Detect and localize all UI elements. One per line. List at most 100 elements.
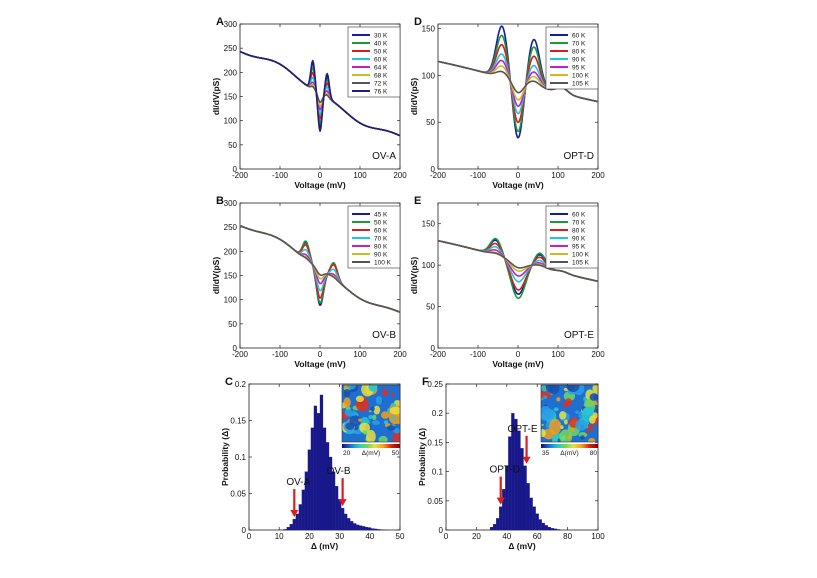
legend-label: 105 K: [572, 80, 590, 87]
inset-blob: [575, 410, 580, 414]
series-line: [239, 224, 401, 313]
hist-bar: [365, 526, 369, 531]
hist-bar: [556, 529, 561, 531]
x-tick-label: 20: [305, 532, 314, 541]
inset-blob: [352, 430, 358, 434]
y-tick-label: 50: [426, 118, 435, 127]
hist-bar: [508, 436, 512, 531]
x-tick-label: 10: [275, 532, 284, 541]
y-tick-label: 100: [422, 261, 436, 270]
inset-blob: [359, 422, 371, 433]
y-tick-label: 150: [422, 25, 436, 34]
legend-label: 50 K: [374, 48, 388, 55]
hist-bar: [496, 518, 500, 531]
inset-blob: [560, 425, 564, 429]
hist-bar: [374, 528, 378, 531]
panel-d: -200 -100 0 100 200 0 50 100 150 Voltage (mV) dI/d…: [409, 16, 605, 190]
hist-bar: [350, 521, 354, 531]
x-axis-label: Voltage (mV): [492, 359, 543, 369]
hist-bar: [538, 519, 542, 531]
y-tick-label: 100: [224, 296, 238, 305]
inset-blob: [382, 388, 388, 397]
x-axis-label: Voltage (mV): [294, 180, 345, 190]
inset-blob: [570, 427, 575, 432]
inset-blob: [372, 420, 380, 426]
colorbar: [541, 444, 598, 448]
panel-letter: D: [414, 16, 422, 28]
inset-blob: [553, 407, 559, 412]
inset-blob: [541, 423, 544, 426]
panel-letter: F: [422, 376, 429, 388]
arrow-head: [496, 497, 505, 505]
y-tick-label: 150: [422, 220, 436, 229]
y-tick-label: 0.25: [427, 380, 443, 389]
inset-blob: [541, 406, 552, 421]
x-tick-label: -200: [430, 350, 447, 359]
inset-blob: [556, 397, 561, 402]
hist-bar: [377, 529, 381, 531]
x-tick-label: 0: [318, 350, 323, 359]
inset-blob: [383, 420, 389, 425]
legend-label: 60 K: [572, 211, 586, 218]
x-axis-label: Δ (mV): [508, 541, 536, 551]
legend-label: 100 K: [572, 72, 590, 79]
colorbar-max-label: 50: [392, 450, 400, 457]
hist-bar: [359, 525, 363, 531]
hist-bar: [368, 527, 372, 531]
x-axis-label: Voltage (mV): [492, 180, 543, 190]
hist-bar: [529, 497, 533, 531]
hist-bar: [371, 528, 375, 531]
inset-blob: [386, 425, 396, 431]
x-tick-label: -100: [470, 350, 487, 359]
y-tick-label: 0.1: [235, 453, 247, 462]
y-tick-label: 0: [233, 165, 238, 174]
inset-blob: [355, 395, 365, 403]
x-tick-label: 200: [591, 350, 605, 359]
inset-blob: [389, 406, 400, 415]
arrow-head: [338, 499, 347, 507]
arrow-head: [522, 456, 531, 464]
y-tick-label: 0.05: [427, 497, 443, 506]
y-tick-label: 0.15: [427, 438, 443, 447]
hist-bar: [502, 489, 506, 531]
x-tick-label: 0: [318, 171, 323, 180]
x-tick-label: -200: [232, 171, 249, 180]
inset-blob: [549, 418, 562, 435]
inset-frame: [341, 384, 401, 443]
inset-blob: [575, 419, 588, 431]
legend-label: 76 K: [374, 88, 388, 95]
inset-blob: [592, 412, 598, 419]
inset-blob: [390, 402, 397, 407]
y-tick-label: 0: [431, 344, 436, 353]
inset-blob: [567, 434, 572, 440]
colorbar-min-label: 35: [542, 450, 550, 457]
sample-label: OPT-D: [563, 151, 594, 162]
legend-label: 70 K: [572, 219, 586, 226]
inset-blob: [589, 393, 598, 401]
legend-label: 70 K: [572, 40, 586, 47]
panel-letter: C: [225, 376, 233, 388]
hist-bar: [550, 528, 555, 531]
hist-bar: [541, 522, 545, 531]
colorbar: [342, 444, 400, 448]
y-axis-label: Probability (Δ): [417, 428, 427, 486]
inset-blob: [545, 385, 556, 393]
y-tick-label: 0: [431, 165, 436, 174]
arrow-label: OPT-D: [489, 465, 520, 476]
inset-blob: [564, 419, 568, 425]
hist-bar: [520, 448, 524, 531]
inset-blob: [586, 424, 594, 432]
x-tick-label: 100: [353, 171, 367, 180]
y-tick-label: 50: [426, 303, 435, 312]
series-line: [437, 60, 599, 103]
hist-bar: [532, 506, 536, 531]
hist-bar: [547, 526, 551, 531]
y-tick-label: 100: [422, 71, 436, 80]
x-tick-label: 0: [516, 171, 521, 180]
arrow-label: OV-B: [327, 466, 351, 477]
series-line: [239, 50, 401, 137]
legend-label: 60 K: [572, 32, 586, 39]
arrow-head: [290, 510, 299, 518]
y-tick-label: 250: [224, 223, 238, 232]
